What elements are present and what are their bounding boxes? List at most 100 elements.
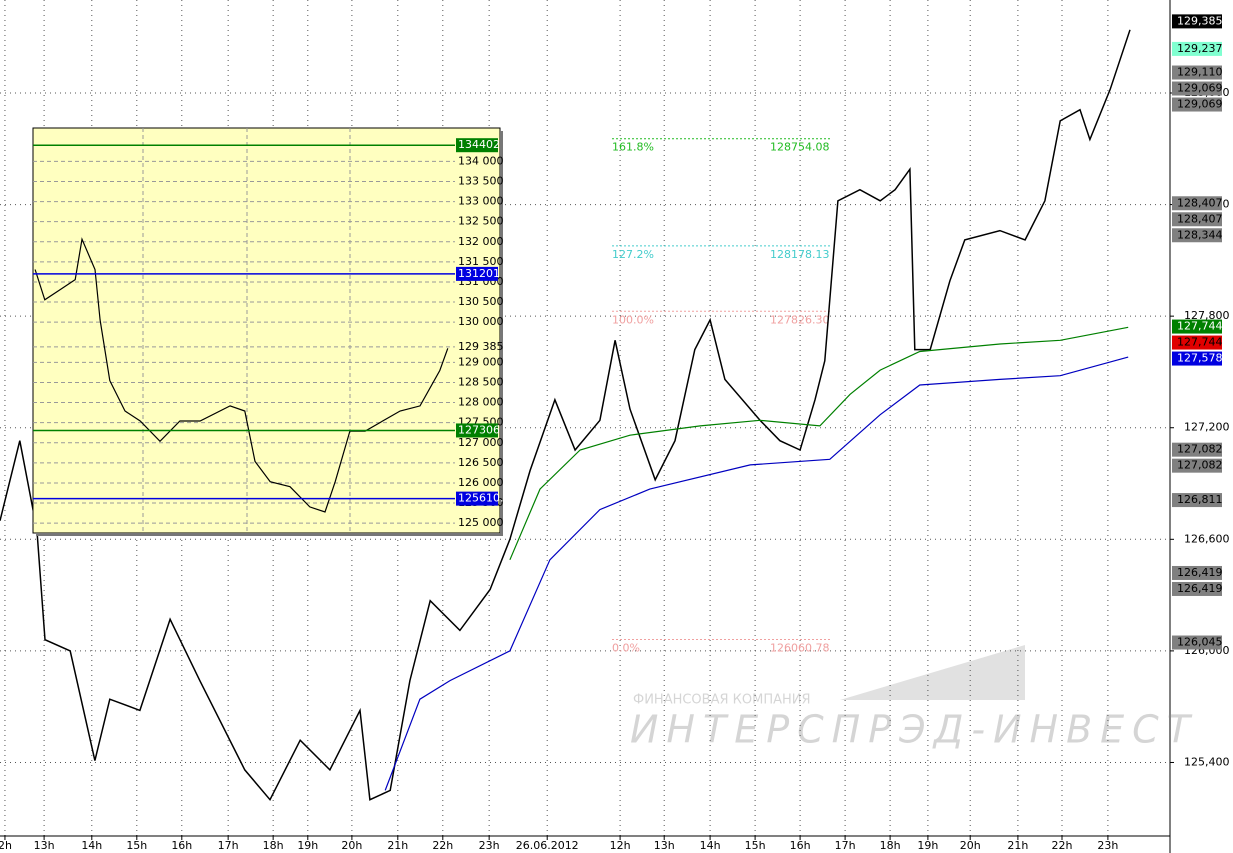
watermark-company: ФИНАНСОВАЯ КОМПАНИЯ bbox=[633, 693, 811, 708]
x-tick-label: 23h bbox=[1097, 839, 1118, 852]
price-tag-label: 129,069 bbox=[1177, 98, 1223, 111]
x-tick-label: 14h bbox=[700, 839, 721, 852]
inset-frame bbox=[32, 127, 501, 534]
x-tick-label: 20h bbox=[960, 839, 981, 852]
price-tag-label: 129,069 bbox=[1177, 82, 1223, 95]
price-tag-label: 129,237 bbox=[1177, 42, 1223, 55]
x-tick-label: 13h bbox=[654, 839, 675, 852]
price-tag bbox=[456, 491, 498, 506]
price-tag bbox=[456, 423, 498, 438]
y-tick-label: 133 000 bbox=[458, 195, 504, 208]
price-tag-label: 129,385 bbox=[1177, 14, 1223, 27]
price-tag-label: 126,419 bbox=[1177, 582, 1223, 595]
price-tag-label: 128,407 bbox=[1177, 196, 1223, 209]
y-tick-label: 126 500 bbox=[458, 456, 504, 469]
price-tag bbox=[1172, 14, 1222, 29]
x-tick-label: 14h bbox=[81, 839, 102, 852]
y-tick-label: 131 500 bbox=[458, 255, 504, 268]
price-tag-label: 125610. bbox=[458, 492, 504, 505]
y-tick-label: 130 500 bbox=[458, 295, 504, 308]
x-tick-label: 18h bbox=[880, 839, 901, 852]
fib-price: 128178.13 bbox=[770, 248, 830, 261]
fib-price: 128754.08 bbox=[770, 141, 830, 154]
inset-shadow bbox=[36, 533, 503, 536]
x-tick-label: 16h bbox=[790, 839, 811, 852]
fib-price: 126060.78 bbox=[770, 642, 830, 655]
price-tag bbox=[1172, 319, 1222, 334]
x-tick-label: 15h bbox=[745, 839, 766, 852]
price-line bbox=[384, 356, 1129, 791]
price-tag-label: 126,045 bbox=[1177, 636, 1223, 649]
x-tick-label: 19h bbox=[917, 839, 938, 852]
price-tag bbox=[1172, 565, 1222, 580]
x-tick-label: 17h bbox=[218, 839, 239, 852]
price-tag bbox=[1172, 81, 1222, 96]
x-tick-label: 20h bbox=[341, 839, 362, 852]
x-tick-label: 18h bbox=[263, 839, 284, 852]
y-tick-label: 127,800 bbox=[1184, 309, 1230, 322]
y-tick-label: 125,400 bbox=[1184, 755, 1230, 768]
y-tick-label: 133 500 bbox=[458, 174, 504, 187]
x-tick-label: 21h bbox=[1007, 839, 1028, 852]
price-tag-label: 127,082 bbox=[1177, 443, 1223, 456]
price-tag bbox=[456, 138, 498, 153]
price-tag-label: 134402 bbox=[458, 138, 500, 151]
y-tick-label: 130 000 bbox=[458, 315, 504, 328]
price-tag bbox=[1172, 228, 1222, 243]
price-tag-label: 129,110 bbox=[1177, 66, 1223, 79]
y-tick-label: 126,600 bbox=[1184, 532, 1230, 545]
price-tag bbox=[1172, 458, 1222, 473]
price-tag bbox=[1172, 212, 1222, 227]
fib-price: 127826.30 bbox=[770, 313, 830, 326]
price-tag-label: 127,744 bbox=[1177, 320, 1223, 333]
y-tick-label: 132 500 bbox=[458, 215, 504, 228]
y-tick-label: 129 385 bbox=[458, 340, 504, 353]
x-tick-label: 12h bbox=[610, 839, 631, 852]
price-tag bbox=[1172, 65, 1222, 80]
price-tag bbox=[1172, 351, 1222, 366]
x-tick-label: 15h bbox=[126, 839, 147, 852]
x-tick-label: 16h bbox=[171, 839, 192, 852]
watermark: ФИНАНСОВАЯ КОМПАНИЯ ИНТЕРСПРЭД-ИНВЕСТ bbox=[630, 645, 1198, 752]
price-tag bbox=[1172, 196, 1222, 211]
x-tick-label: 21h bbox=[387, 839, 408, 852]
x-tick-label: 19h bbox=[297, 839, 318, 852]
x-tick-label: 17h bbox=[835, 839, 856, 852]
x-tick-label: 22h bbox=[432, 839, 453, 852]
fib-level: 161.8% bbox=[612, 141, 654, 154]
price-tag-label: 128,407 bbox=[1177, 212, 1223, 225]
x-tick-label: 13h bbox=[34, 839, 55, 852]
price-tag-label: 131201 bbox=[458, 267, 500, 280]
price-line bbox=[509, 326, 1129, 561]
y-tick-label: 132 000 bbox=[458, 235, 504, 248]
price-tag-label: 127,744 bbox=[1177, 336, 1223, 349]
x-tick-label: 22h bbox=[1052, 839, 1073, 852]
fib-level: 127.2% bbox=[612, 248, 654, 261]
price-tag bbox=[1172, 442, 1222, 457]
y-tick-label: 129 000 bbox=[458, 355, 504, 368]
x-tick-label: 23h bbox=[479, 839, 500, 852]
price-tag-label: 127,082 bbox=[1177, 459, 1223, 472]
y-tick-label: 134 000 bbox=[458, 154, 504, 167]
fib-level: 0.0% bbox=[612, 642, 640, 655]
watermark-brand: ИНТЕРСПРЭД-ИНВЕСТ bbox=[630, 708, 1198, 752]
x-tick-label: 26.06.2012 bbox=[516, 839, 579, 852]
price-tag bbox=[1172, 335, 1222, 350]
y-tick-label: 127 000 bbox=[458, 436, 504, 449]
price-tag bbox=[1172, 581, 1222, 596]
price-line bbox=[0, 29, 1131, 802]
price-tag bbox=[1172, 97, 1222, 112]
fib-level: 100.0% bbox=[612, 313, 654, 326]
y-tick-label: 127,200 bbox=[1184, 421, 1230, 434]
inset-shadow bbox=[500, 131, 503, 536]
price-tag bbox=[1172, 635, 1222, 650]
y-tick-label: 128 000 bbox=[458, 396, 504, 409]
price-tag bbox=[1172, 493, 1222, 508]
y-tick-label: 125 000 bbox=[458, 516, 504, 529]
price-tag-label: 126,811 bbox=[1177, 493, 1223, 506]
y-tick-label: 128 500 bbox=[458, 375, 504, 388]
price-tag-label: 127306 bbox=[458, 423, 500, 436]
price-tag bbox=[456, 266, 498, 281]
